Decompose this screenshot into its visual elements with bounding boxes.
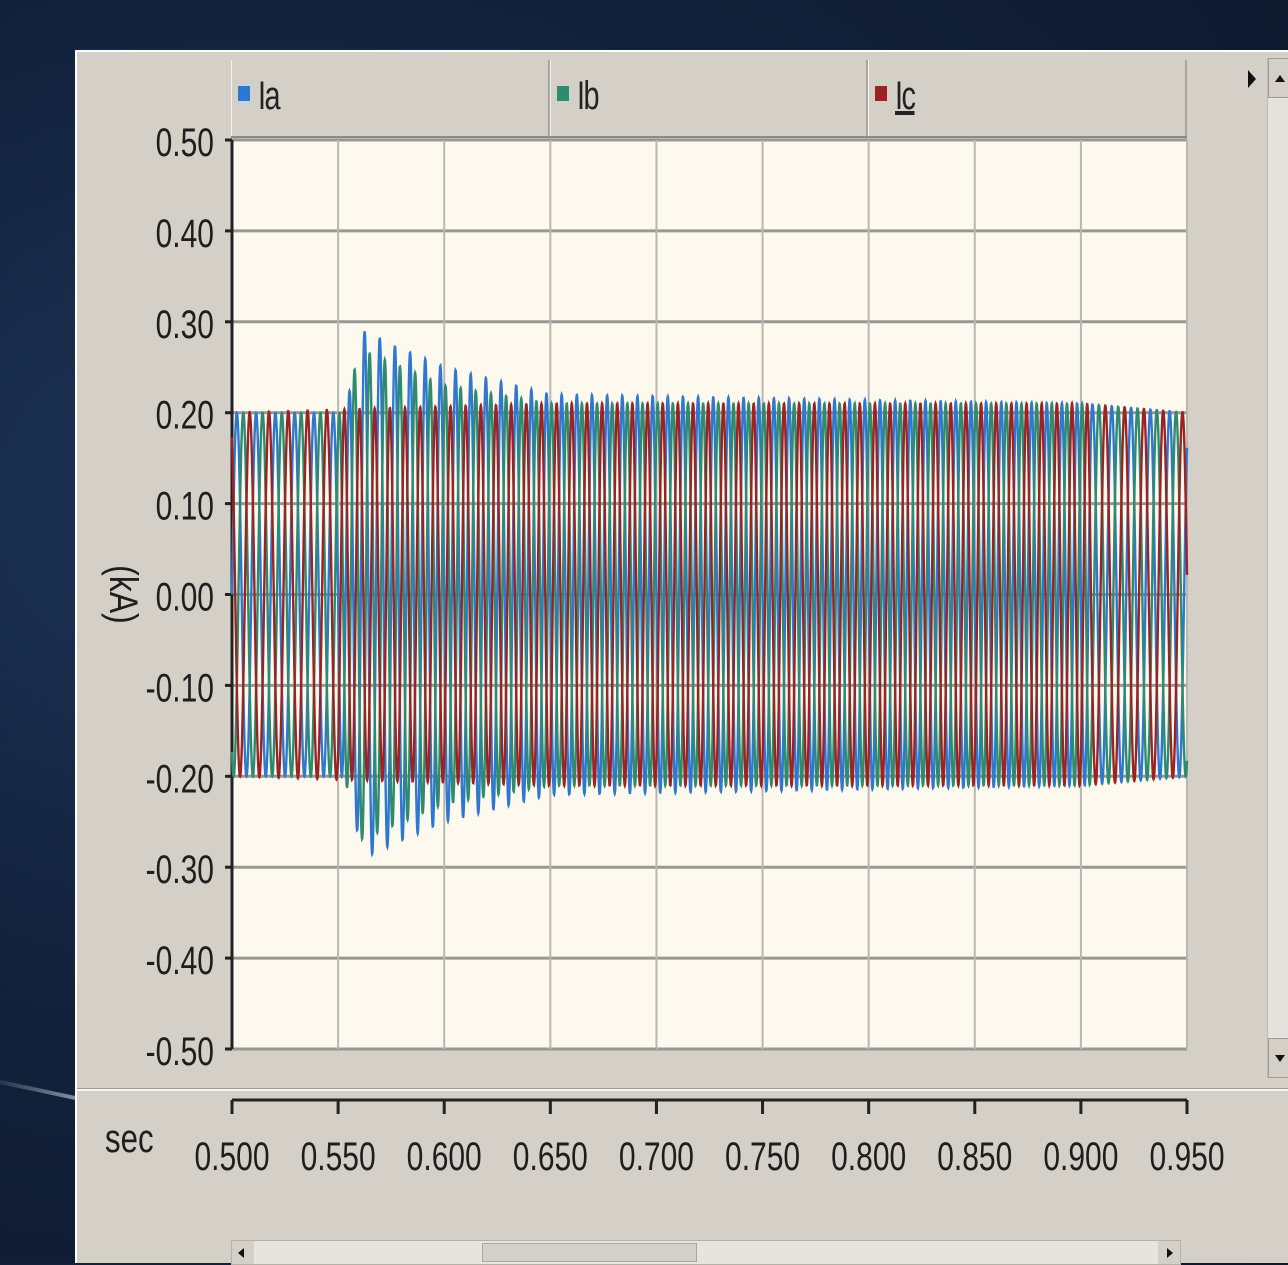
legend-label-ib: Ib [576, 74, 600, 118]
y-tick-label: -0.20 [146, 757, 214, 801]
x-tick-label: 0.750 [725, 1135, 800, 1179]
series-line-ia [230, 331, 1189, 858]
y-tick-label: 0.50 [156, 121, 214, 165]
horizontal-scrollbar[interactable] [231, 1240, 1181, 1265]
scroll-up-icon[interactable] [1268, 58, 1288, 98]
x-tick-label: 0.600 [407, 1135, 482, 1179]
scroll-down-icon[interactable] [1268, 1038, 1288, 1078]
legend-item-ic[interactable]: Ic [868, 60, 1188, 136]
scroll-left-icon[interactable] [232, 1241, 254, 1264]
scroll-right-icon[interactable] [1158, 1241, 1180, 1264]
divider [77, 1088, 1288, 1091]
y-tick-label: 0.30 [156, 303, 214, 347]
legend-label-ia: Ia [258, 74, 281, 118]
legend-swatch-ia [238, 86, 250, 101]
legend-item-ia[interactable]: Ia [231, 60, 550, 136]
y-tick-label: 0.40 [156, 212, 214, 256]
x-tick-label: 0.700 [619, 1135, 694, 1179]
series-line-ib [230, 352, 1189, 843]
legend-item-ib[interactable]: Ib [549, 60, 869, 136]
scroll-thumb[interactable] [482, 1243, 697, 1262]
waveform-window: 0.50 0.40 0.30 0.20 0.10 0.00 -0.10 -0.20 -0.30 -… [75, 50, 1288, 1265]
x-tick-label: 0.500 [194, 1135, 269, 1179]
x-tick-label: 0.550 [301, 1135, 376, 1179]
x-axis-label: sec [105, 1116, 154, 1161]
x-tick-label: 0.800 [831, 1135, 906, 1179]
legend-label-ic: Ic [895, 74, 916, 118]
x-tick-label: 0.650 [513, 1135, 588, 1179]
y-tick-label: 0.20 [156, 394, 214, 438]
legend-swatch-ib [556, 86, 569, 101]
y-tick-label: -0.30 [146, 848, 214, 892]
legend-scroll-right-icon[interactable] [1248, 70, 1256, 88]
y-tick-label: -0.50 [146, 1030, 214, 1074]
tick-labels: 0.50 0.40 0.30 0.20 0.10 0.00 -0.10 -0.20 -0.30 -… [146, 121, 1225, 1179]
series-line-ic [230, 399, 1189, 790]
y-tick-label: -0.10 [146, 666, 214, 710]
x-tick-label: 0.850 [937, 1135, 1012, 1179]
x-tick-label: 0.950 [1149, 1135, 1224, 1179]
x-tick-label: 0.900 [1043, 1135, 1118, 1179]
y-axis-label: (kA) [101, 565, 146, 624]
legend: Ia Ib Ic [231, 60, 1188, 138]
series-lines [230, 331, 1189, 858]
legend-swatch-ic [875, 86, 888, 101]
y-tick-label: 0.10 [156, 485, 214, 529]
current-waveform-chart: 0.50 0.40 0.30 0.20 0.10 0.00 -0.10 -0.20 -0.30 -… [101, 121, 1225, 1179]
y-tick-label: 0.00 [156, 575, 214, 619]
y-tick-label: -0.40 [146, 939, 214, 983]
vertical-scrollbar[interactable] [1267, 58, 1288, 1078]
